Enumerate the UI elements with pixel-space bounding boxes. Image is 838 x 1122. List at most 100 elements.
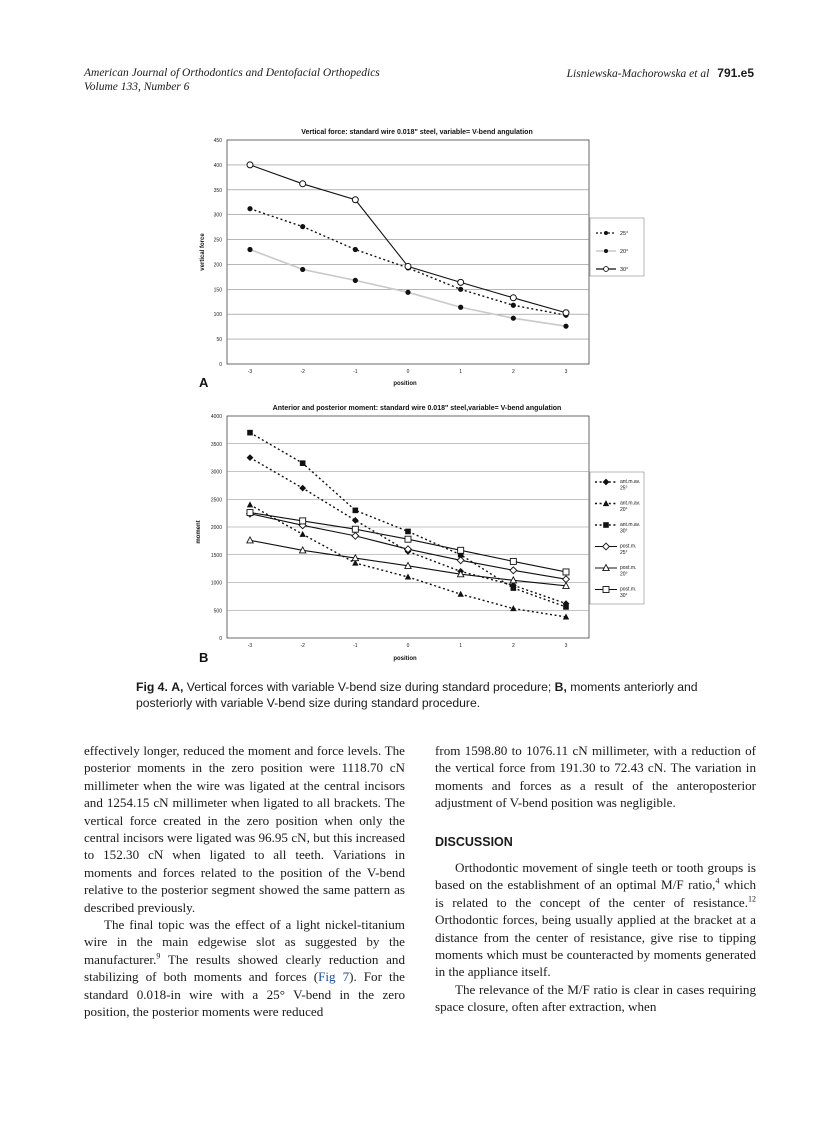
legend-b-label: ant.m.av. xyxy=(620,522,640,528)
paragraph-text: ). For the standard 0.018-in wire with a… xyxy=(84,969,405,1020)
chart-a-ylabel: vertical force xyxy=(200,233,206,271)
chart-b-panel-label: B xyxy=(199,650,208,665)
legend-b-angle: 25° xyxy=(620,486,628,492)
chart-b-y-tick-label: 3000 xyxy=(211,470,222,476)
chart-b-data-point xyxy=(404,573,412,580)
chart-a-series-2 xyxy=(246,161,570,317)
chart-a-data-point xyxy=(247,246,253,253)
legend-b-item: ant.m.av.30° xyxy=(595,522,640,535)
body-right-column: from 1598.80 to 1076.11 cN millimeter, w… xyxy=(435,742,756,1016)
chart-a-panel-label: A xyxy=(199,375,209,390)
chart-b-data-point xyxy=(247,429,253,436)
chart-a-data-point xyxy=(247,206,253,212)
chart-a-data-point xyxy=(352,277,358,283)
chart-a-x-tick-label: 0 xyxy=(407,369,410,375)
legend-b-label: ant.m.av. xyxy=(620,501,640,507)
chart-b-data-point xyxy=(457,546,465,554)
legend-a-label: 30° xyxy=(620,267,628,273)
legend-a-label: 20° xyxy=(620,249,628,255)
chart-b-data-point xyxy=(405,528,411,535)
chart-a-title: Vertical force: standard wire 0.018" ste… xyxy=(301,129,533,136)
legend-b-item: post.m.30° xyxy=(595,586,636,599)
chart-a-y-ticks: 0 50 100 150 200 250 300 350 400 450 xyxy=(214,138,223,368)
chart-b-series-2 xyxy=(247,429,569,610)
chart-a-data-point xyxy=(509,294,517,302)
chart-a-y-tick-label: 150 xyxy=(214,287,223,293)
chart-b-x-ticks: -3 -2 -1 0 1 2 3 xyxy=(248,643,568,649)
chart-a-data-point xyxy=(562,309,570,317)
chart-b-x-tick-label: 1 xyxy=(459,643,462,649)
chart-a-data-point xyxy=(352,246,358,253)
chart-b-ylabel: moment xyxy=(196,520,202,543)
chart-a-series-1 xyxy=(247,246,569,329)
paragraph: The final topic was the effect of a ligh… xyxy=(84,916,405,1020)
chart-b-data-point xyxy=(509,566,518,575)
journal-title: American Journal of Orthodontics and Den… xyxy=(84,66,380,94)
chart-a: Vertical force: standard wire 0.018" ste… xyxy=(199,129,645,390)
chart-b-x-tick-label: 3 xyxy=(565,643,568,649)
paragraph-text: The results showed clearly reduction and… xyxy=(84,951,405,985)
citation-ref[interactable]: 9 xyxy=(156,951,161,961)
citation-ref[interactable]: 12 xyxy=(748,894,756,904)
chart-b-data-point xyxy=(351,516,359,524)
figure-caption: Fig 4. A, Vertical forces with variable … xyxy=(136,679,736,711)
chart-a-y-tick-label: 200 xyxy=(214,262,223,268)
chart-a-series xyxy=(246,161,570,329)
chart-b-data-point xyxy=(403,545,413,554)
citation-ref[interactable]: 4 xyxy=(715,877,720,887)
caption-b-label: B, xyxy=(554,680,567,694)
chart-b-y-tick-label: 1000 xyxy=(211,581,222,587)
chart-a-y-tick-label: 0 xyxy=(219,362,222,368)
chart-a-x-tick-label: 2 xyxy=(512,369,515,375)
chart-b-series xyxy=(245,429,571,620)
paragraph-text: Orthodontic forces, being usually applie… xyxy=(435,912,756,980)
chart-a-y-tick-label: 350 xyxy=(214,188,223,194)
chart-b-data-point xyxy=(352,507,359,514)
body-left-column: effectively longer, reduced the moment a… xyxy=(84,742,405,1021)
legend-b-angle: 20° xyxy=(620,572,628,578)
legend-b-marker xyxy=(603,522,609,528)
chart-a-data-point xyxy=(300,266,306,273)
chart-a-data-point xyxy=(458,286,464,292)
chart-b-data-point xyxy=(510,605,517,612)
chart-b-y-tick-label: 2000 xyxy=(211,525,222,531)
chart-a-data-point xyxy=(510,315,516,321)
journal-name: American Journal of Orthodontics and Den… xyxy=(84,67,380,79)
chart-b-gridlines xyxy=(227,443,589,611)
chart-a-y-tick-label: 450 xyxy=(214,138,223,144)
chart-b-data-point xyxy=(404,535,412,543)
legend-b-label: ant.m.av. xyxy=(620,479,640,485)
chart-b-data-point xyxy=(246,509,254,517)
running-head: Lisniewska-Machorowska et al 791.e5 xyxy=(567,66,754,80)
chart-a-plot-area xyxy=(226,139,590,365)
chart-a-x-tick-label: 3 xyxy=(565,369,568,375)
caption-a-text: Vertical forces with variable V-bend siz… xyxy=(183,680,555,694)
chart-b-y-tick-label: 2500 xyxy=(211,497,222,503)
chart-b-xlabel: position xyxy=(393,656,417,662)
chart-b-series-1 xyxy=(246,501,570,620)
chart-b-y-tick-label: 3500 xyxy=(211,442,222,448)
chart-b-x-tick-label: -2 xyxy=(300,643,305,649)
caption-b-text: moments anteriorly and posteriorly with … xyxy=(136,680,698,710)
chart-a-x-tick-label: -1 xyxy=(353,369,358,375)
legend-b-angle: 20° xyxy=(620,507,628,513)
chart-b-title: Anterior and posterior moment: standard … xyxy=(273,405,562,412)
paragraph: from 1598.80 to 1076.11 cN millimeter, w… xyxy=(435,743,756,811)
chart-b-y-ticks: 0 500 1000 1500 2000 2500 3000 3500 4000 xyxy=(211,414,222,642)
chart-b-y-tick-label: 1500 xyxy=(211,553,222,559)
legend-b-marker xyxy=(602,478,610,486)
figure-link[interactable]: Fig 7 xyxy=(318,969,350,985)
paragraph: The relevance of the M/F ratio is clear … xyxy=(435,981,756,1015)
paragraph-text: The final topic was the effect of a ligh… xyxy=(84,917,405,967)
chart-b-data-point xyxy=(351,525,359,533)
chart-b: Anterior and posterior moment: standard … xyxy=(196,405,645,665)
legend-b-item: ant.m.av.25° xyxy=(595,478,640,492)
chart-b-data-point xyxy=(299,484,307,492)
page-number: 791.e5 xyxy=(717,66,754,80)
legend-b-angle: 30° xyxy=(620,593,628,599)
figure-4: Vertical force: standard wire 0.018" ste… xyxy=(196,129,645,665)
caption-a-label: A, xyxy=(171,680,184,694)
chart-a-data-point xyxy=(404,262,412,270)
chart-b-data-point xyxy=(299,460,306,466)
legend-a-item-30: 30° xyxy=(596,266,628,273)
